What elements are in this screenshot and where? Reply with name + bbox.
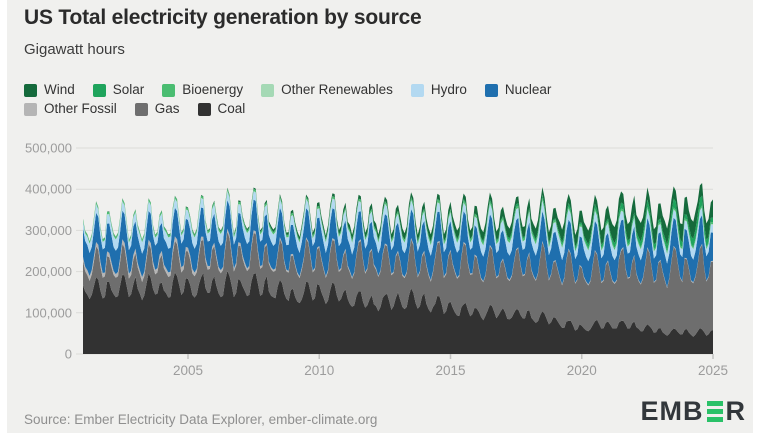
legend-swatch [162, 83, 176, 97]
page-title: US Total electricity generation by sourc… [24, 6, 422, 29]
y-axis-tick-label: 400,000 [25, 182, 72, 197]
y-axis-tick-label: 200,000 [25, 264, 72, 279]
y-axis-tick-label: 500,000 [25, 141, 72, 156]
legend-swatch [24, 102, 37, 116]
x-axis-tick-label: 2025 [698, 363, 728, 378]
source-attribution: Source: Ember Electricity Data Explorer,… [24, 412, 378, 427]
area-series-gas[interactable] [83, 231, 713, 337]
legend-item-hydro[interactable]: Hydro [410, 82, 467, 98]
legend-swatch [92, 83, 106, 97]
legend-label: Wind [44, 82, 75, 97]
y-axis-tick-label: 100,000 [25, 305, 72, 320]
chart-card [7, 0, 753, 433]
area-series-coal[interactable] [83, 270, 713, 354]
legend-item-nuclear[interactable]: Nuclear [484, 82, 552, 98]
legend-label: Nuclear [504, 82, 552, 97]
ember-logo: EMB R [641, 394, 747, 428]
legend-swatch [24, 83, 37, 97]
chart-legend: Wind Solar Bioenergy Other Renewables Hydro N… [24, 82, 724, 117]
legend-item-gas[interactable]: Gas [134, 101, 180, 117]
logo-green-e-icon [706, 400, 723, 422]
chart-unit-subtitle: Gigawatt hours [24, 41, 125, 58]
x-axis-tick-label: 2005 [173, 363, 203, 378]
legend-item-wind[interactable]: Wind [24, 82, 75, 98]
legend-label: Other Renewables [281, 82, 393, 97]
legend-label: Hydro [430, 82, 467, 97]
legend-item-other-renewables[interactable]: Other Renewables [261, 82, 393, 98]
area-series-other-fossil[interactable] [83, 228, 713, 289]
logo-text-prefix: EMB [640, 396, 704, 426]
y-axis-tick-label: 300,000 [25, 223, 72, 238]
y-axis-tick-label: 0 [65, 347, 72, 362]
legend-swatch [261, 83, 275, 97]
legend-label: Gas [154, 101, 180, 116]
legend-item-bioenergy[interactable]: Bioenergy [162, 82, 243, 98]
legend-swatch [134, 102, 148, 116]
legend-label: Coal [217, 101, 246, 116]
x-axis-tick-label: 2015 [435, 363, 465, 378]
legend-item-solar[interactable]: Solar [92, 82, 145, 98]
area-series-nuclear[interactable] [83, 199, 713, 288]
x-axis-tick-label: 2010 [304, 363, 334, 378]
legend-label: Bioenergy [182, 82, 244, 97]
legend-item-coal[interactable]: Coal [197, 101, 246, 117]
legend-label: Other Fossil [44, 101, 117, 116]
legend-swatch [484, 83, 498, 97]
legend-label: Solar [112, 82, 145, 97]
area-series-hydro[interactable] [83, 191, 713, 264]
legend-swatch [410, 83, 424, 97]
x-axis-tick-label: 2020 [567, 363, 597, 378]
logo-text-suffix: R [725, 396, 746, 426]
legend-swatch [197, 102, 211, 116]
legend-item-other-fossil[interactable]: Other Fossil [24, 101, 117, 117]
